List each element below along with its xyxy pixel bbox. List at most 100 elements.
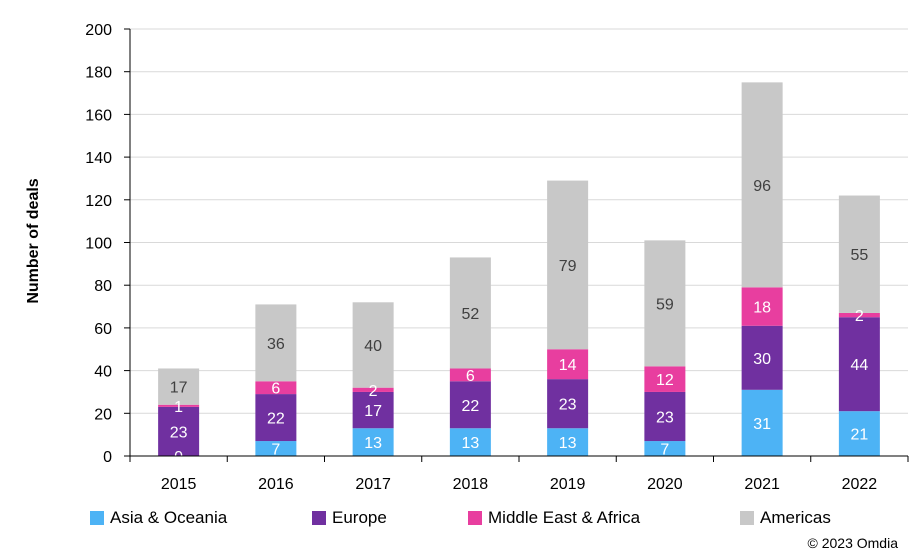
data-label: 2 [855,308,864,325]
y-tick-label: 200 [85,22,112,39]
data-label: 17 [170,380,188,397]
y-tick-label: 180 [85,65,112,82]
legend-swatch [740,511,754,525]
y-tick-label: 120 [85,193,112,210]
bar-asia-oceania-2022 [838,411,880,456]
data-label: 23 [656,410,674,427]
data-label: 18 [753,300,771,317]
data-labels: 0231177226361317240132265213231479723125… [170,178,869,466]
bar-europe-2022 [838,317,880,412]
bar-americas-2017 [352,302,394,388]
legend-item-asia-oceania: Asia & Oceania [90,508,227,528]
bar-middle-east-africa-2018 [449,368,491,382]
data-label: 36 [267,336,285,353]
data-label: 17 [364,403,382,420]
x-axis-ticks: 2015 2016 2017 2018 2019 2020 2021 2022 [129,456,909,493]
legend-item-americas: Americas [740,508,831,528]
data-label: 96 [753,178,771,195]
bar-europe-2021 [741,325,783,390]
data-label: 2 [369,383,378,400]
data-label: 21 [850,427,868,444]
y-tick-label: 0 [103,449,112,466]
legend-item-middle-east-africa: Middle East & Africa [468,508,640,528]
bar-middle-east-africa-2020 [644,366,686,392]
data-label: 79 [559,258,577,275]
y-tick-label: 60 [94,321,112,338]
data-label: 13 [559,435,577,452]
bars [158,82,880,456]
legend-swatch [90,511,104,525]
y-tick-label: 80 [94,278,112,295]
legend-label: Europe [332,508,387,527]
data-label: 7 [660,442,669,459]
gridlines [130,28,908,414]
x-tick-label: 2017 [355,476,391,493]
legend-label: Middle East & Africa [488,508,641,527]
x-tick-label: 2021 [744,476,780,493]
data-label: 30 [753,351,771,368]
x-tick-label: 2018 [453,476,489,493]
data-label: 13 [364,435,382,452]
y-tick-label: 140 [85,150,112,167]
y-tick-label: 100 [85,236,112,253]
legend-label: Asia & Oceania [110,508,228,527]
data-label: 12 [656,372,674,389]
bar-asia-oceania-2020 [644,441,686,456]
bar-europe-2015 [158,406,200,456]
bar-americas-2015 [158,368,200,405]
bar-asia-oceania-2016 [255,441,297,456]
axes [129,29,908,457]
bar-europe-2018 [449,381,491,429]
bar-middle-east-africa-2015 [158,404,200,407]
data-label: 52 [461,306,479,323]
data-label: 31 [753,416,771,433]
y-axis-ticks: 0 20 40 60 80 100 120 140 160 180 200 [85,22,130,466]
data-label: 55 [850,247,868,264]
data-label: 1 [174,399,183,416]
bar-middle-east-africa-2021 [741,287,783,326]
bar-europe-2017 [352,391,394,429]
bar-americas-2018 [449,257,491,369]
data-label: 14 [559,357,577,374]
data-label: 40 [364,338,382,355]
data-label: 22 [267,411,285,428]
legend-item-europe: Europe [312,508,387,528]
bar-asia-oceania-2018 [449,428,491,456]
bar-americas-2022 [838,195,880,313]
y-tick-label: 40 [94,364,112,381]
data-label: 6 [466,368,475,385]
x-tick-label: 2020 [647,476,683,493]
bar-middle-east-africa-2022 [838,312,880,318]
bar-americas-2016 [255,304,297,382]
bar-asia-oceania-2021 [741,389,783,456]
bar-europe-2020 [644,391,686,442]
bar-asia-oceania-2019 [547,428,589,456]
data-label: 23 [559,397,577,414]
data-label: 22 [461,398,479,415]
data-label: 44 [850,357,868,374]
bar-middle-east-africa-2017 [352,387,394,392]
x-tick-label: 2022 [842,476,878,493]
y-tick-label: 160 [85,107,112,124]
data-label: 6 [271,381,280,398]
data-label: 7 [271,442,280,459]
data-label: 23 [170,424,188,441]
bar-asia-oceania-2017 [352,428,394,456]
copyright-credit: © 2023 Omdia [807,535,898,551]
legend-label: Americas [760,508,831,527]
bar-middle-east-africa-2019 [547,349,589,380]
data-label: 0 [174,449,183,466]
legend-swatch [468,511,482,525]
bar-americas-2020 [644,240,686,367]
y-tick-label: 20 [94,406,112,423]
bar-middle-east-africa-2016 [255,381,297,395]
data-label: 59 [656,296,674,313]
bar-americas-2021 [741,82,783,288]
y-axis-title: Number of deals [25,178,42,303]
x-tick-label: 2015 [161,476,197,493]
bar-europe-2019 [547,379,589,429]
x-tick-label: 2016 [258,476,294,493]
bar-europe-2016 [255,394,297,442]
data-label: 13 [461,435,479,452]
